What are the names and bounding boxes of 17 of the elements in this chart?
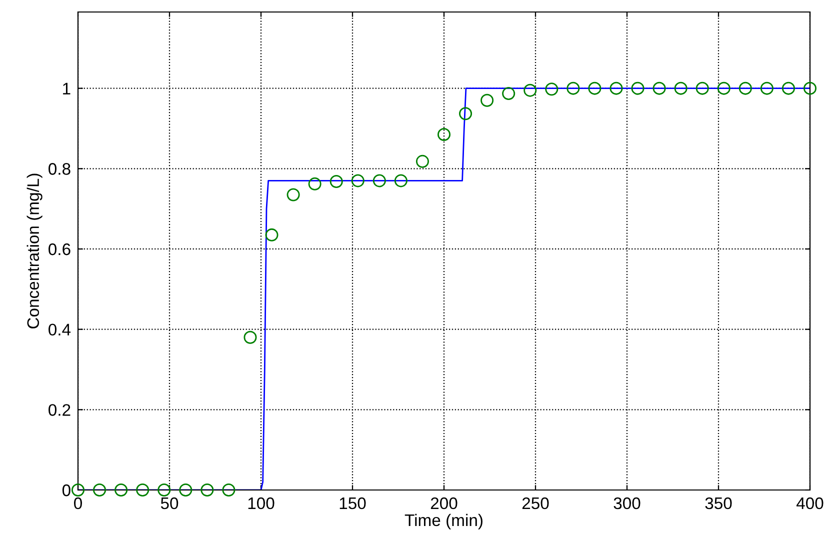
x-tick-label: 200 <box>430 497 458 510</box>
y-tick-label: 0.8 <box>48 163 70 175</box>
y-tick-label: 1 <box>63 82 70 94</box>
x-tick-label: 250 <box>522 497 549 510</box>
x-tick-label: 100 <box>248 497 274 510</box>
y-tick-label: 0.4 <box>48 324 71 336</box>
x-axis-title: Time (min) <box>404 514 482 530</box>
y-axis-title: Concentration (mg/L) <box>26 174 42 328</box>
x-tick-label: 300 <box>614 497 640 510</box>
y-tick-label: 0.2 <box>48 404 70 416</box>
x-tick-label: 350 <box>705 497 732 510</box>
x-tick-label: 50 <box>160 497 178 510</box>
y-tick-label: 0.6 <box>48 243 70 256</box>
y-tick-label: 0 <box>62 484 70 496</box>
x-tick-label: 0 <box>74 497 82 510</box>
x-tick-label: 400 <box>796 497 824 510</box>
x-tick-label: 150 <box>340 497 366 510</box>
